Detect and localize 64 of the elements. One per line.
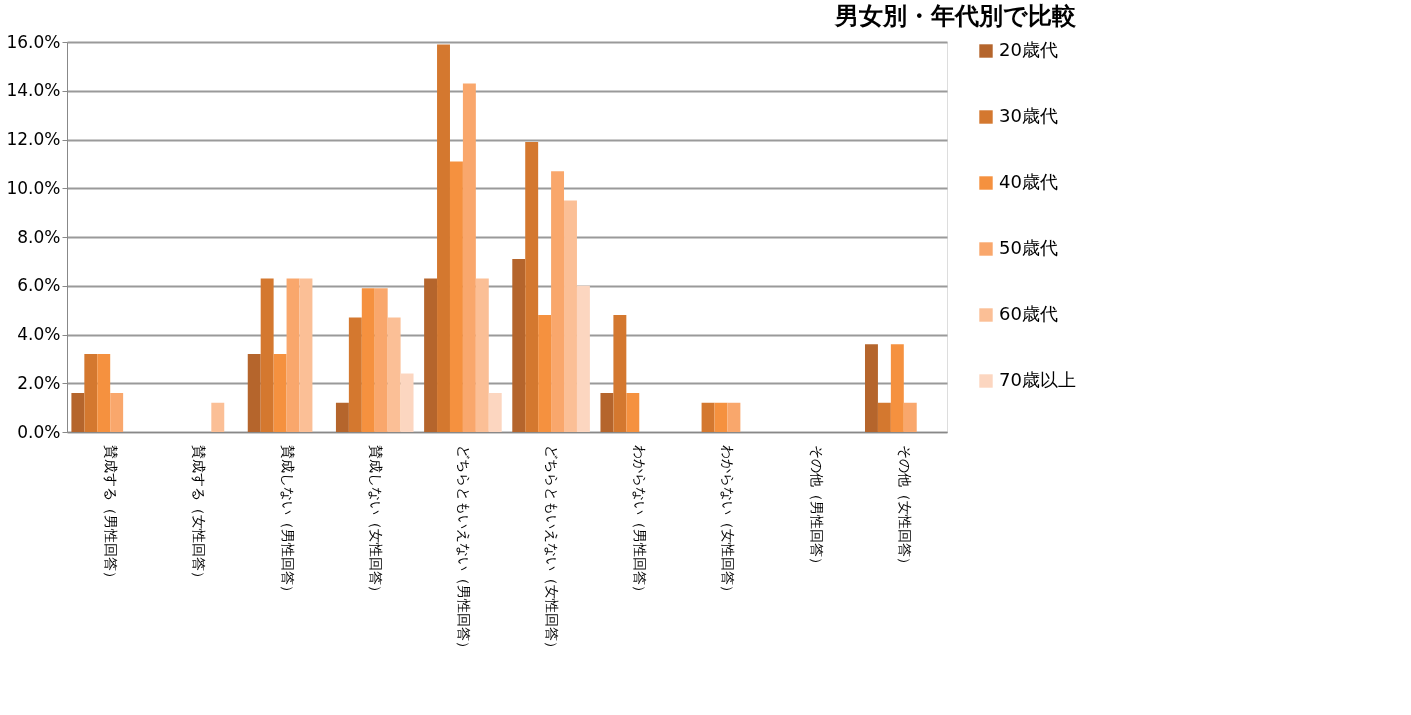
bar [273, 354, 287, 432]
x-tick-label: どちらともいえない（女性回答） [544, 444, 561, 655]
bar [626, 393, 640, 432]
y-tick-label: 4.0% [17, 324, 61, 344]
y-tick-label: 14.0% [6, 80, 61, 101]
bar [475, 278, 489, 432]
bar [576, 285, 590, 432]
y-tick-label: 10.0% [6, 177, 61, 198]
bar [335, 402, 349, 432]
bar [424, 278, 438, 432]
bar [551, 171, 565, 432]
x-tick-label: その他（女性回答） [896, 444, 913, 571]
bar [71, 393, 85, 432]
y-tick-label: 12.0% [6, 129, 61, 149]
legend-label: 50歳代 [999, 237, 1058, 258]
bar [903, 402, 917, 432]
y-tick-label: 2.0% [17, 372, 61, 393]
bar [890, 344, 904, 432]
legend-label: 70歳以上 [999, 369, 1076, 390]
x-tick-label: 賛成しない（男性回答） [279, 444, 296, 599]
bar [613, 315, 627, 432]
legend-label: 40歳代 [999, 171, 1058, 192]
x-tick-label: わからない（男性回答） [632, 444, 649, 599]
bar [525, 141, 539, 432]
bar [564, 200, 577, 432]
x-tick-label: 賛成する（男性回答） [103, 444, 120, 585]
legend-label: 20歳代 [999, 39, 1058, 60]
bar [538, 315, 552, 432]
bar [387, 317, 401, 432]
bar [97, 354, 111, 432]
bar [286, 278, 300, 432]
bar [348, 317, 362, 432]
legend-label: 60歳代 [999, 303, 1058, 324]
y-tick-label: 8.0% [17, 226, 61, 247]
bar [374, 288, 388, 432]
x-tick-label: 賛成しない（女性回答） [367, 444, 384, 599]
x-tick-label: どちらともいえない（男性回答） [455, 444, 472, 655]
bar [512, 258, 526, 432]
bar [260, 278, 274, 432]
chart-title: 男女別・年代別で比較 [834, 2, 1077, 30]
bar [865, 344, 878, 432]
bar [877, 402, 891, 432]
x-tick-label: わからない（女性回答） [720, 444, 737, 599]
bar [247, 354, 261, 432]
bar [400, 373, 414, 432]
bar [361, 288, 375, 432]
bar [600, 393, 614, 432]
bar [449, 161, 463, 432]
bar [211, 402, 225, 432]
bar [701, 402, 715, 432]
legend-label: 30歳代 [999, 105, 1058, 126]
y-tick-label: 16.0% [6, 31, 61, 52]
y-tick-label: 0.0% [17, 421, 61, 442]
bar [488, 393, 502, 432]
x-tick-label: 賛成する（女性回答） [191, 444, 208, 585]
bar [110, 393, 124, 432]
y-tick-label: 6.0% [17, 275, 61, 296]
bar [84, 354, 98, 432]
bar [727, 402, 741, 432]
bar [299, 278, 313, 432]
bar [462, 83, 476, 432]
bar [437, 44, 450, 432]
bar [714, 402, 728, 432]
x-tick-label: その他（男性回答） [808, 444, 825, 571]
